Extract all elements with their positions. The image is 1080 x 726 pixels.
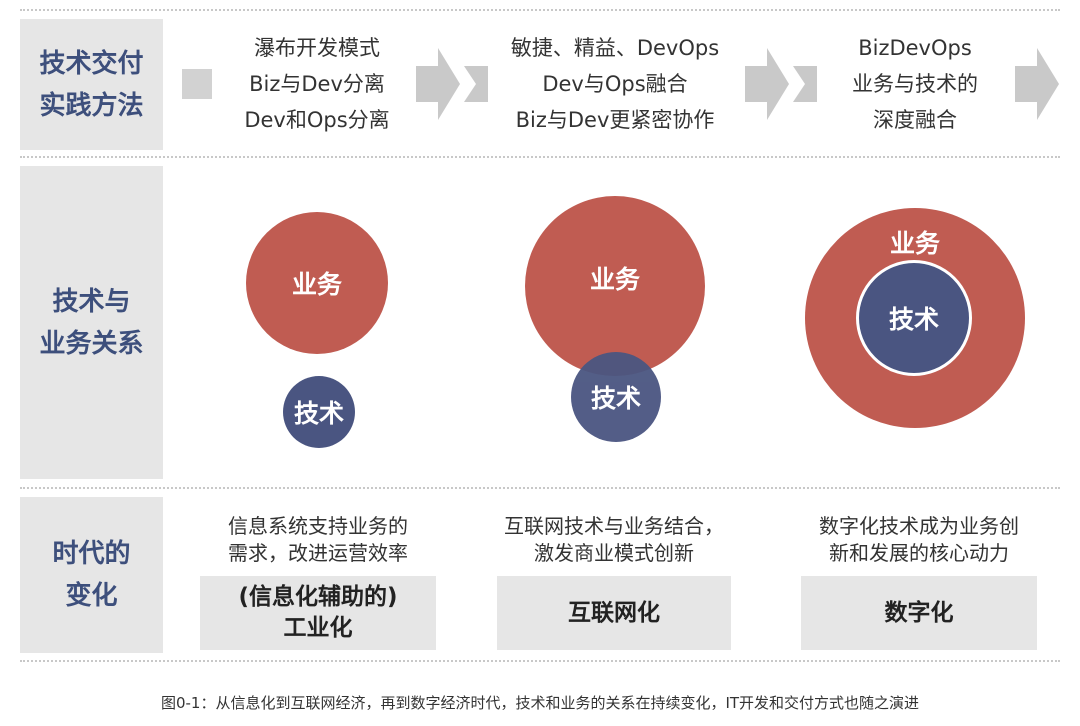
method-line: BizDevOps bbox=[858, 36, 972, 60]
era-name-line: (信息化辅助的) bbox=[238, 584, 398, 610]
era-desc-line: 新和发展的核心动力 bbox=[829, 541, 1009, 565]
method-line: Biz与Dev更紧密协作 bbox=[515, 108, 715, 132]
technology-circle-3: 技术 bbox=[856, 260, 972, 376]
era-desc-1: 信息系统支持业务的 需求，改进运营效率 bbox=[200, 513, 436, 567]
figure-caption: 图0-1：从信息化到互联网经济，再到数字经济时代，技术和业务的关系在持续变化，I… bbox=[160, 694, 920, 712]
arrow-3-icon bbox=[1015, 48, 1059, 120]
top-separator bbox=[20, 9, 1060, 11]
technology-label: 技术 bbox=[590, 384, 641, 413]
era-name-line: 互联网化 bbox=[568, 599, 660, 626]
technology-circle-2: 技术 bbox=[571, 352, 661, 442]
row-label-relation: 技术与 业务关系 bbox=[20, 166, 163, 479]
start-square bbox=[182, 69, 212, 99]
era-desc-line: 信息系统支持业务的 bbox=[228, 514, 408, 538]
era-desc-line: 数字化技术成为业务创 bbox=[819, 514, 1019, 538]
era-name-line: 数字化 bbox=[884, 599, 954, 626]
technology-label: 技术 bbox=[293, 399, 344, 428]
arrow-2-icon bbox=[745, 48, 817, 120]
method-line: 瀑布开发模式 bbox=[254, 36, 380, 60]
method-line: 敏捷、精益、DevOps bbox=[510, 36, 720, 60]
era-box-2: 互联网化 bbox=[497, 576, 731, 650]
era-desc-line: 需求，改进运营效率 bbox=[228, 541, 408, 565]
era-desc-line: 激发商业模式创新 bbox=[534, 541, 694, 565]
method-col-3: BizDevOps 业务与技术的 深度融合 bbox=[815, 30, 1015, 138]
business-label: 业务 bbox=[291, 270, 342, 299]
business-circle-1: 业务 bbox=[246, 212, 388, 354]
method-line: Biz与Dev分离 bbox=[249, 72, 385, 96]
technology-circle-1: 技术 bbox=[283, 376, 355, 448]
method-line: Dev和Ops分离 bbox=[244, 108, 390, 132]
separator-2 bbox=[20, 487, 1060, 489]
separator-1 bbox=[20, 156, 1060, 158]
row-label-method: 技术交付 实践方法 bbox=[20, 19, 163, 150]
method-col-1: 瀑布开发模式 Biz与Dev分离 Dev和Ops分离 bbox=[212, 30, 422, 138]
arrow-1-icon bbox=[416, 48, 488, 120]
method-col-2: 敏捷、精益、DevOps Dev与Ops融合 Biz与Dev更紧密协作 bbox=[497, 30, 733, 138]
technology-label: 技术 bbox=[888, 305, 939, 334]
era-desc-3: 数字化技术成为业务创 新和发展的核心动力 bbox=[793, 513, 1045, 567]
business-label: 业务 bbox=[589, 265, 640, 294]
era-box-1: (信息化辅助的) 工业化 bbox=[200, 576, 436, 650]
method-line: Dev与Ops融合 bbox=[542, 72, 688, 96]
era-desc-2: 互联网技术与业务结合， 激发商业模式创新 bbox=[486, 513, 742, 567]
method-line: 深度融合 bbox=[873, 108, 957, 132]
era-desc-line: 互联网技术与业务结合， bbox=[504, 514, 724, 538]
bottom-separator bbox=[20, 660, 1060, 662]
era-name-line: 工业化 bbox=[283, 615, 353, 641]
business-circle-2: 业务 bbox=[525, 196, 705, 376]
era-box-3: 数字化 bbox=[801, 576, 1037, 650]
method-line: 业务与技术的 bbox=[852, 72, 978, 96]
row-label-era: 时代的 变化 bbox=[20, 497, 163, 653]
business-label: 业务 bbox=[889, 229, 940, 258]
